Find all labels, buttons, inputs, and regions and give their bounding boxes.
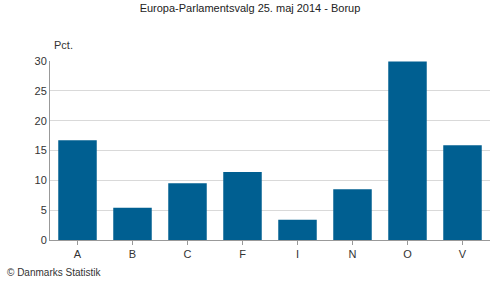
svg-text:O: O [403,248,412,260]
svg-text:0: 0 [41,234,47,246]
svg-text:15: 15 [35,144,47,156]
svg-text:© Danmarks Statistik: © Danmarks Statistik [7,267,102,278]
svg-text:20: 20 [35,115,47,127]
svg-text:Europa-Parlamentsvalg 25. maj: Europa-Parlamentsvalg 25. maj 2014 - Bor… [140,2,361,14]
svg-text:30: 30 [35,55,47,67]
svg-text:B: B [129,248,136,260]
svg-text:A: A [74,248,82,260]
svg-text:C: C [184,248,192,260]
svg-text:I: I [296,248,299,260]
svg-text:25: 25 [35,85,47,97]
svg-text:N: N [349,248,357,260]
svg-text:V: V [459,248,467,260]
svg-text:Pct.: Pct. [54,39,73,51]
svg-text:F: F [239,248,246,260]
svg-text:10: 10 [35,174,47,186]
svg-text:5: 5 [41,204,47,216]
